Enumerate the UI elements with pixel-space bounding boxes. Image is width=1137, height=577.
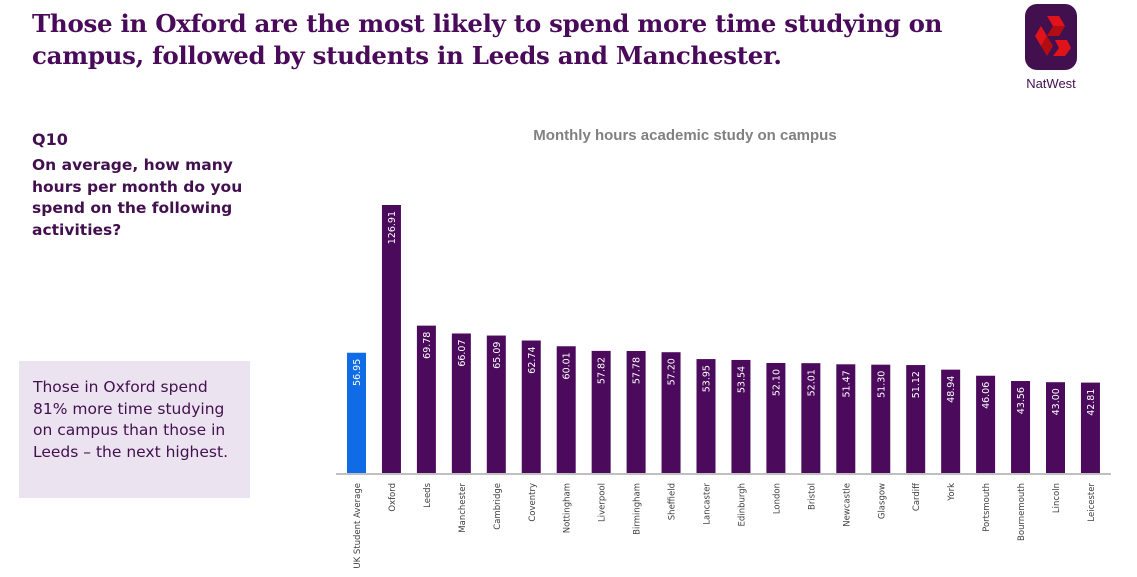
data-label: 126.91 — [387, 211, 398, 244]
bar-lincoln — [1046, 382, 1065, 473]
data-label: 57.20 — [667, 358, 678, 385]
bar-leeds — [416, 325, 436, 473]
bar-nottingham — [556, 346, 576, 473]
bar-oxford — [381, 205, 401, 473]
data-label: 65.09 — [492, 342, 503, 369]
data-label: 53.54 — [736, 366, 747, 393]
bar-york — [941, 369, 961, 473]
data-label: 57.78 — [632, 357, 643, 384]
bar-leicester — [1080, 382, 1100, 473]
data-label: 60.01 — [562, 352, 573, 379]
bar-sheffield — [661, 352, 681, 473]
bar-manchester — [451, 333, 471, 473]
bar-london — [766, 362, 786, 473]
x-tick-label: Liverpool — [598, 483, 608, 522]
bar-cambridge — [486, 335, 506, 473]
bar-lancaster — [696, 359, 716, 473]
x-tick-label: Edinburgh — [737, 483, 747, 526]
callout-text: Those in Oxford spend 81% more time stud… — [33, 378, 228, 461]
data-label: 51.47 — [841, 370, 852, 397]
chart-title: Monthly hours academic study on campus — [533, 127, 837, 144]
bar-newcastle — [836, 364, 856, 473]
x-tick-label: London — [772, 483, 782, 514]
x-tick-label: York — [947, 483, 957, 502]
data-label: 42.81 — [1086, 389, 1097, 416]
bar-coventry — [521, 340, 541, 473]
data-label: 66.07 — [457, 339, 468, 366]
bar-liverpool — [591, 350, 611, 473]
bar-cardiff — [906, 365, 926, 473]
x-tick-label: Oxford — [388, 483, 398, 512]
data-label: 57.82 — [597, 357, 608, 384]
bar-uk-student-average — [347, 352, 366, 473]
data-label: 51.12 — [911, 371, 922, 398]
data-label: 48.94 — [946, 376, 957, 403]
bar-glasgow — [871, 364, 891, 473]
x-tick-label: Leicester — [1087, 483, 1097, 522]
data-label: 52.01 — [806, 369, 817, 396]
x-tick-label: Bournemouth — [1017, 483, 1027, 541]
x-tick-label: Bristol — [807, 483, 817, 510]
x-tick-label: Cambridge — [493, 483, 503, 530]
x-tick-label: Manchester — [458, 483, 468, 533]
x-tick-label: Leeds — [423, 482, 433, 507]
x-tick-label: Portsmouth — [982, 483, 992, 532]
data-label: 69.78 — [422, 332, 433, 359]
data-label: 62.74 — [527, 347, 538, 374]
question-text: On average, how many hours per month do … — [32, 156, 243, 239]
page-headline: Those in Oxford are the most likely to s… — [32, 9, 943, 70]
x-tick-label: Birmingham — [633, 483, 643, 535]
data-label: 43.56 — [1016, 387, 1027, 414]
data-label: 46.06 — [981, 382, 992, 409]
data-label: 56.95 — [352, 359, 363, 386]
data-label: 51.30 — [876, 371, 887, 398]
data-label: 43.00 — [1051, 388, 1062, 415]
x-tick-label: Coventry — [528, 483, 538, 522]
bar-edinburgh — [731, 359, 751, 473]
x-tick-label: Lincoln — [1052, 483, 1062, 513]
natwest-logo — [1025, 4, 1077, 70]
x-tick-label: Lancaster — [703, 482, 713, 524]
data-label: 52.10 — [771, 369, 782, 396]
data-label: 53.95 — [702, 365, 713, 392]
bar-bournemouth — [1011, 381, 1031, 473]
insight-callout: Those in Oxford spend 81% more time stud… — [19, 361, 250, 498]
bar-birmingham — [626, 350, 646, 473]
bar-portsmouth — [976, 375, 996, 473]
x-tick-label: Cardiff — [912, 482, 922, 511]
x-tick-label: UK Student Average — [353, 483, 363, 569]
question-label: Q10 — [32, 130, 68, 149]
natwest-logo-icon — [1025, 4, 1077, 70]
natwest-logo-text: NatWest — [1026, 76, 1076, 91]
x-tick-label: Newcastle — [842, 483, 852, 527]
x-tick-label: Glasgow — [877, 483, 887, 519]
x-tick-label: Nottingham — [563, 483, 573, 533]
bar-bristol — [801, 363, 821, 473]
x-tick-label: Sheffield — [668, 483, 678, 520]
